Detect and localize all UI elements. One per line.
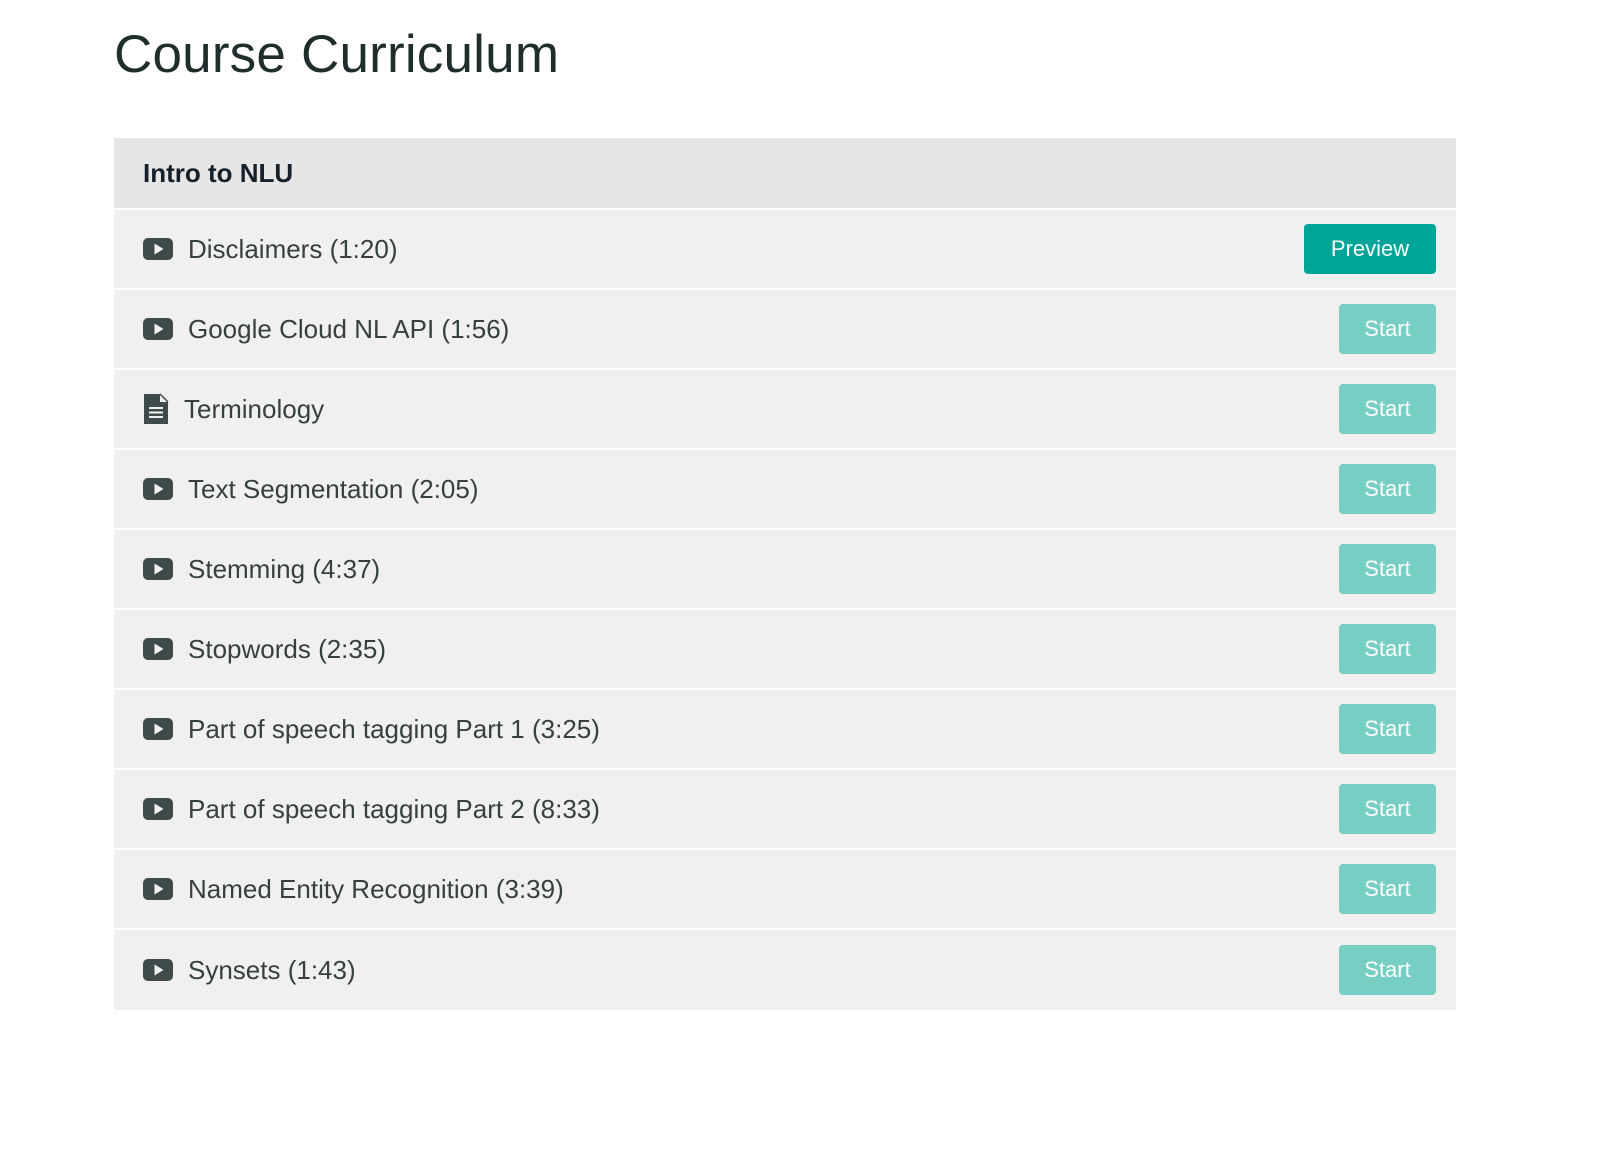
- lecture-title[interactable]: Named Entity Recognition (3:39): [188, 873, 564, 904]
- play-video-icon: [143, 636, 173, 662]
- lecture-row[interactable]: Text Segmentation (2:05) Start: [114, 450, 1456, 530]
- start-button[interactable]: Start: [1339, 304, 1436, 354]
- curriculum-section: Intro to NLU Disclaimers (1:20) Preview G…: [114, 138, 1456, 1010]
- start-button[interactable]: Start: [1339, 624, 1436, 674]
- section-title: Intro to NLU: [143, 157, 294, 188]
- lecture-list: Disclaimers (1:20) Preview Google Cloud N…: [114, 210, 1456, 1010]
- play-video-icon: [143, 957, 173, 983]
- section-header: Intro to NLU: [114, 138, 1456, 210]
- lecture-title[interactable]: Stemming (4:37): [188, 553, 381, 584]
- start-button[interactable]: Start: [1339, 704, 1436, 754]
- play-video-icon: [143, 716, 173, 742]
- play-video-icon: [143, 876, 173, 902]
- preview-button[interactable]: Preview: [1304, 224, 1436, 274]
- lecture-row[interactable]: Terminology Start: [114, 370, 1456, 450]
- start-button[interactable]: Start: [1339, 864, 1436, 914]
- play-video-icon: [143, 316, 173, 342]
- lecture-row[interactable]: Named Entity Recognition (3:39) Start: [114, 850, 1456, 930]
- lecture-row[interactable]: Synsets (1:43) Start: [114, 930, 1456, 1010]
- start-button[interactable]: Start: [1339, 784, 1436, 834]
- start-button[interactable]: Start: [1339, 544, 1436, 594]
- play-video-icon: [143, 236, 173, 262]
- lecture-row[interactable]: Part of speech tagging Part 2 (8:33) Star…: [114, 770, 1456, 850]
- lecture-row[interactable]: Stopwords (2:35) Start: [114, 610, 1456, 690]
- lecture-row[interactable]: Part of speech tagging Part 1 (3:25) Star…: [114, 690, 1456, 770]
- lecture-row[interactable]: Google Cloud NL API (1:56) Start: [114, 290, 1456, 370]
- lecture-title[interactable]: Stopwords (2:35): [188, 633, 386, 664]
- lecture-title[interactable]: Part of speech tagging Part 2 (8:33): [188, 793, 600, 824]
- lecture-title[interactable]: Synsets (1:43): [188, 954, 356, 985]
- lecture-title[interactable]: Part of speech tagging Part 1 (3:25): [188, 713, 600, 744]
- start-button[interactable]: Start: [1339, 945, 1436, 995]
- play-video-icon: [143, 476, 173, 502]
- play-video-icon: [143, 556, 173, 582]
- lecture-title[interactable]: Terminology: [184, 393, 325, 424]
- document-icon: [143, 393, 169, 424]
- start-button[interactable]: Start: [1339, 464, 1436, 514]
- lecture-row[interactable]: Disclaimers (1:20) Preview: [114, 210, 1456, 290]
- play-video-icon: [143, 796, 173, 822]
- lecture-row[interactable]: Stemming (4:37) Start: [114, 530, 1456, 610]
- page-title: Course Curriculum: [114, 25, 560, 84]
- lecture-title[interactable]: Google Cloud NL API (1:56): [188, 313, 510, 344]
- lecture-title[interactable]: Text Segmentation (2:05): [188, 473, 479, 504]
- lecture-title[interactable]: Disclaimers (1:20): [188, 233, 398, 264]
- start-button[interactable]: Start: [1339, 384, 1436, 434]
